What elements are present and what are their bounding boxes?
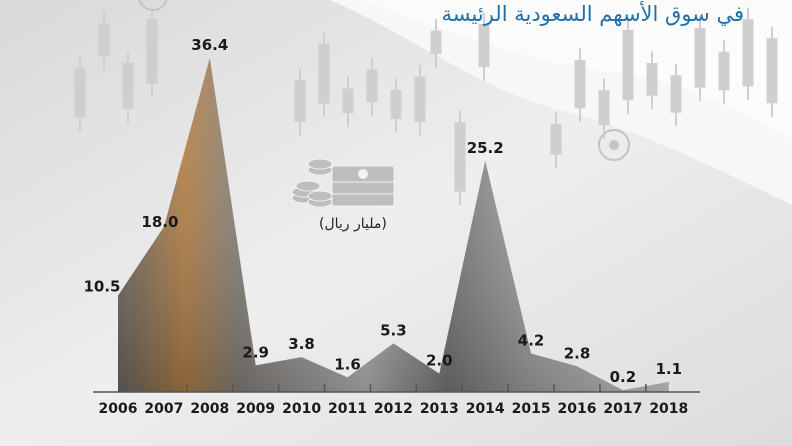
data-label: 4.2 — [518, 331, 545, 349]
x-tick-label: 2012 — [374, 401, 413, 417]
data-label: 1.6 — [334, 355, 361, 373]
x-tick-label: 2014 — [466, 401, 505, 417]
unit-label: (مليار ريال) — [319, 216, 387, 232]
x-tick-label: 2015 — [512, 401, 551, 417]
data-label: 1.1 — [656, 360, 683, 378]
chart-title: في سوق الأسهم السعودية الرئيسة — [441, 2, 744, 26]
x-tick-label: 2010 — [282, 401, 321, 417]
data-label: 2.0 — [426, 352, 453, 370]
data-label: 25.2 — [467, 139, 504, 157]
data-label: 18.0 — [141, 213, 178, 231]
x-tick-label: 2009 — [236, 401, 275, 417]
x-tick-label: 2008 — [190, 401, 229, 417]
x-tick-label: 2011 — [328, 401, 367, 417]
data-label: 2.9 — [242, 343, 269, 361]
x-tick-label: 2013 — [420, 401, 459, 417]
x-tick-label: 2007 — [144, 401, 183, 417]
x-tick-label: 2018 — [649, 401, 688, 417]
x-tick-label: 2017 — [603, 401, 642, 417]
target-circle-icon — [598, 129, 630, 161]
data-label: 3.8 — [288, 335, 315, 353]
target-circle-icon — [138, 0, 168, 11]
x-tick-label: 2006 — [99, 401, 138, 417]
data-label: 5.3 — [380, 321, 407, 339]
data-area-shade — [118, 58, 669, 392]
x-tick-label: 2016 — [558, 401, 597, 417]
data-label: 2.8 — [564, 344, 591, 362]
money-stack-icon — [291, 158, 395, 208]
data-label: 10.5 — [83, 278, 120, 296]
data-label: 36.4 — [191, 36, 228, 54]
data-label: 0.2 — [610, 368, 637, 386]
